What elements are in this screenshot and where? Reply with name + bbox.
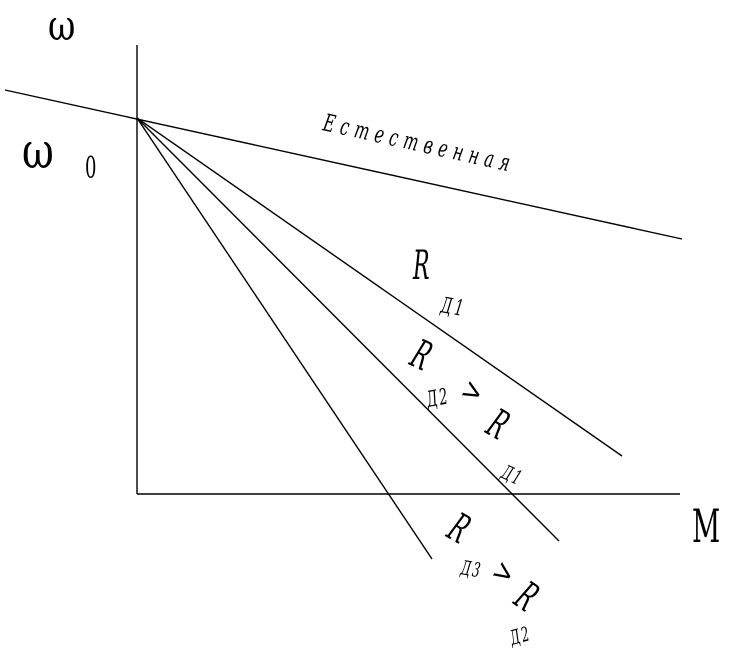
rd1-subscript: Д1 bbox=[438, 293, 468, 323]
omega-axis-label: ω bbox=[48, 1, 75, 50]
omega0-subscript: 0 bbox=[85, 150, 96, 185]
rd3-symbol: R bbox=[439, 503, 477, 552]
rd2-characteristic-line bbox=[136, 117, 560, 542]
natural-characteristic-label: Естественная bbox=[320, 108, 519, 178]
rd2-compared-symbol: R bbox=[478, 399, 516, 448]
rd1-symbol: R bbox=[412, 242, 429, 289]
rd2-compared-subscript: Д1 bbox=[497, 460, 526, 490]
rd3-characteristic-line bbox=[136, 117, 433, 560]
natural-characteristic-line bbox=[4, 89, 683, 240]
rd2-relation-symbol: > bbox=[455, 372, 490, 412]
rd2-symbol: R bbox=[403, 330, 439, 380]
omega0-symbol: ω bbox=[22, 121, 54, 180]
rd3-relation-symbol: > bbox=[486, 553, 522, 593]
rd1-characteristic-line bbox=[136, 117, 623, 457]
rd3-compared-subscript: Д2 bbox=[507, 622, 534, 650]
rd2-subscript: Д2 bbox=[424, 384, 452, 413]
rd3-compared-symbol: R bbox=[506, 572, 547, 620]
rd3-subscript: Д3 bbox=[458, 556, 483, 582]
torque-axis-label: М bbox=[692, 500, 720, 553]
